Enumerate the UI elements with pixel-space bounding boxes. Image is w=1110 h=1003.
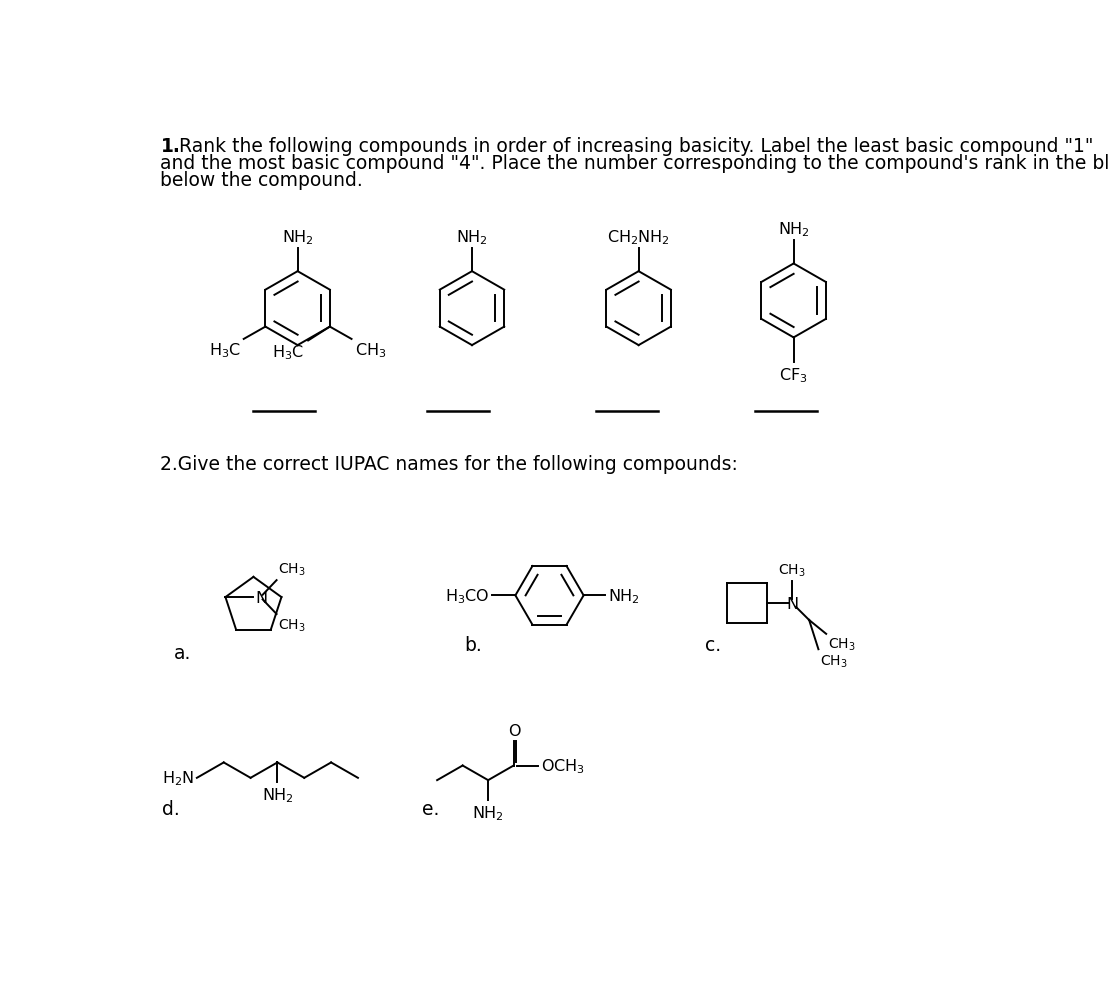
Text: 2.Give the correct IUPAC names for the following compounds:: 2.Give the correct IUPAC names for the f… [161,455,738,474]
Text: 1.: 1. [161,137,180,156]
Text: H$_3$CO: H$_3$CO [445,587,490,605]
Text: CH$_3$: CH$_3$ [279,561,305,578]
Text: below the compound.: below the compound. [161,172,363,191]
Text: and the most basic compound "4". Place the number corresponding to the compound': and the most basic compound "4". Place t… [161,154,1110,174]
Text: CH$_3$: CH$_3$ [828,636,856,652]
Text: CF$_3$: CF$_3$ [779,366,808,384]
Text: a.: a. [173,644,191,662]
Text: d.: d. [162,798,180,817]
Text: CH$_3$: CH$_3$ [778,563,806,579]
Text: CH$_3$: CH$_3$ [354,341,386,360]
Text: NH$_2$: NH$_2$ [282,228,313,247]
Text: e.: e. [422,798,438,817]
Text: c.: c. [705,636,720,655]
Text: NH$_2$: NH$_2$ [456,228,487,247]
Text: NH$_2$: NH$_2$ [262,785,293,804]
Text: CH$_3$: CH$_3$ [820,653,848,669]
Text: NH$_2$: NH$_2$ [473,803,504,822]
Text: CH$_3$: CH$_3$ [279,618,305,634]
Text: O: O [508,723,521,738]
Text: N: N [786,596,798,611]
Text: OCH$_3$: OCH$_3$ [541,756,585,775]
Text: NH$_2$: NH$_2$ [607,587,639,605]
Text: H$_3$C: H$_3$C [272,343,304,362]
Text: H$_3$C: H$_3$C [209,341,241,360]
Text: N: N [255,590,268,605]
Text: Rank the following compounds in order of increasing basicity. Label the least ba: Rank the following compounds in order of… [179,137,1093,156]
Text: b.: b. [464,636,482,655]
Text: H$_2$N: H$_2$N [162,768,194,787]
Text: NH$_2$: NH$_2$ [778,220,809,239]
Text: CH$_2$NH$_2$: CH$_2$NH$_2$ [607,228,669,247]
